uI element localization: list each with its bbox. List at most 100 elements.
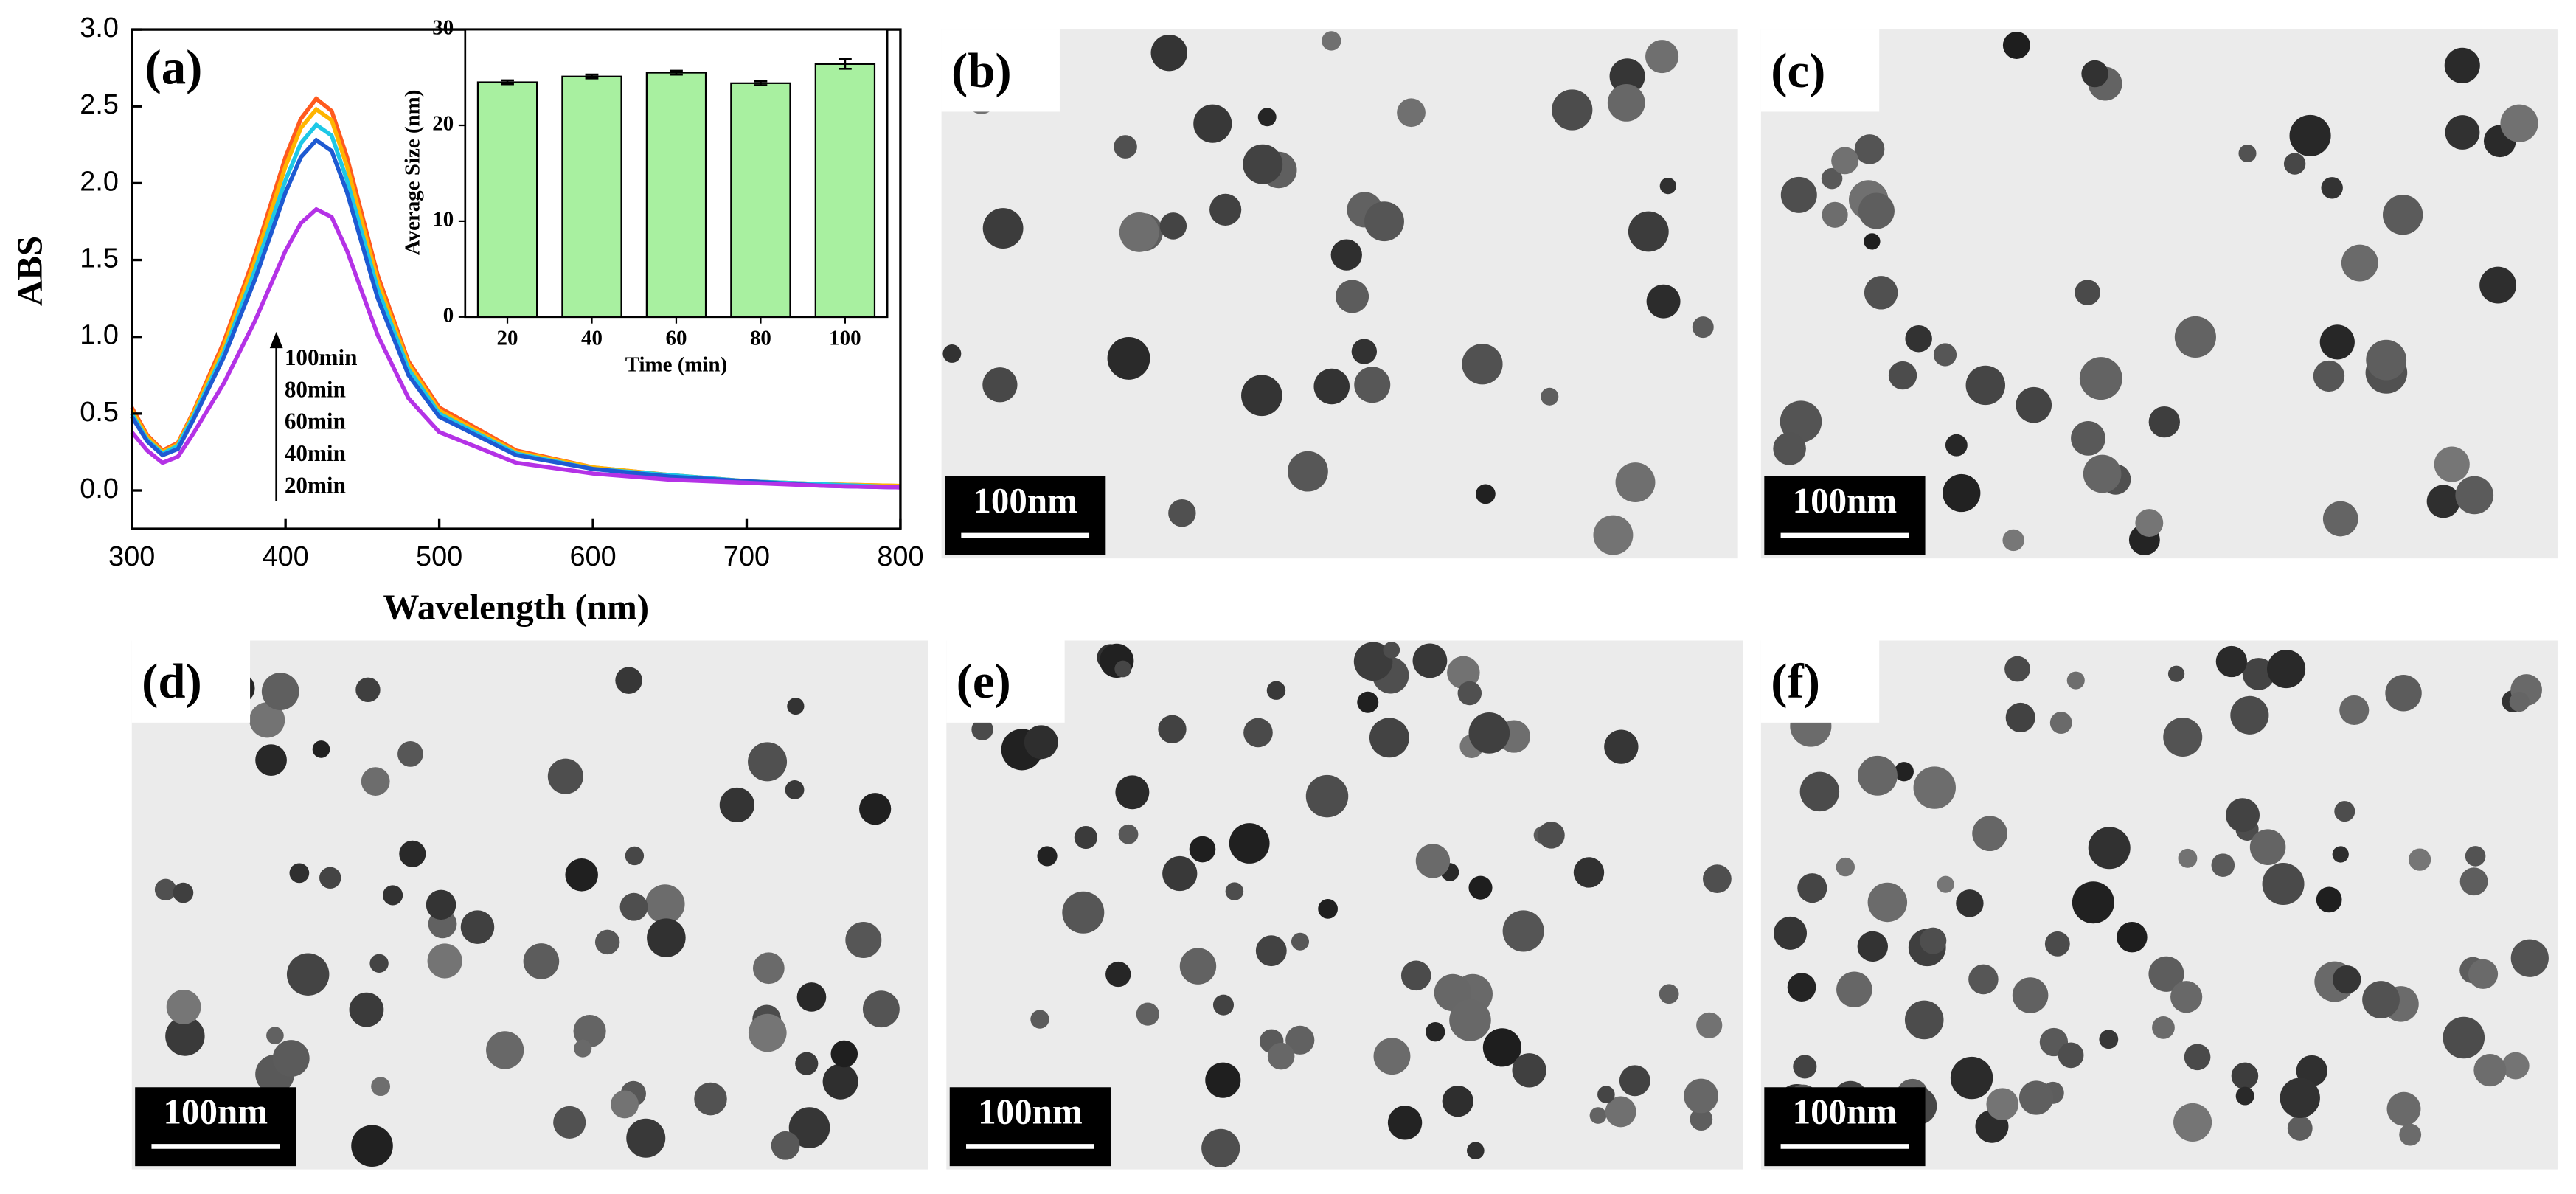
nanoparticle — [2319, 324, 2355, 360]
nanoparticle — [647, 918, 686, 957]
tem-image: (e) 100nm — [946, 640, 1743, 1170]
nanoparticle — [1659, 177, 1676, 195]
panel-label: (c) — [1771, 44, 1825, 98]
tem-image: (b) 100nm — [941, 29, 1738, 559]
nanoparticle — [1945, 434, 1968, 457]
x-tick-label: 400 — [263, 541, 309, 572]
nanoparticle — [266, 1027, 284, 1044]
nanoparticle — [2002, 529, 2024, 552]
nanoparticle — [361, 767, 390, 796]
nanoparticle — [788, 1107, 830, 1148]
nanoparticle — [748, 1013, 787, 1052]
nanoparticle — [748, 742, 788, 782]
nanoparticle — [1684, 1078, 1718, 1114]
nanoparticle — [286, 953, 330, 996]
scale-bar-box — [1764, 1087, 1926, 1167]
x-tick-label: 80 — [750, 327, 771, 350]
bar — [814, 63, 876, 318]
nanoparticle — [319, 867, 341, 889]
error-bar — [838, 58, 852, 70]
nanoparticle — [1502, 910, 1544, 952]
nanoparticle — [427, 943, 462, 979]
nanoparticle — [154, 878, 177, 901]
nanoparticle — [1193, 104, 1232, 143]
legend-label: 100min — [285, 344, 358, 370]
y-tick-label: 30 — [432, 16, 454, 40]
nanoparticle — [1831, 147, 1859, 175]
x-tick-label: 300 — [108, 541, 155, 572]
y-tick-label: 1.0 — [80, 320, 119, 351]
nanoparticle — [1615, 462, 1656, 503]
nanoparticle — [349, 992, 384, 1027]
nanoparticle — [2332, 846, 2349, 863]
nanoparticle — [2173, 1103, 2212, 1142]
nanoparticle — [1476, 484, 1496, 504]
nanoparticle — [1797, 873, 1827, 903]
nanoparticle — [2081, 60, 2108, 88]
x-tick-label: 100 — [829, 327, 861, 350]
nanoparticle — [795, 1052, 819, 1075]
y-tick-label: 0.0 — [80, 473, 119, 504]
nanoparticle — [942, 344, 962, 363]
nanoparticle — [1118, 824, 1139, 844]
nanoparticle — [1241, 375, 1282, 417]
nanoparticle — [694, 1082, 727, 1116]
nanoparticle — [1787, 973, 1816, 1002]
nanoparticle — [573, 1015, 606, 1048]
nanoparticle — [1854, 134, 1885, 164]
y-tick-label: 1.5 — [80, 243, 119, 274]
nanoparticle — [1703, 864, 1732, 894]
nanoparticle — [1904, 1000, 1944, 1040]
nanoparticle — [785, 780, 805, 799]
nanoparticle — [1357, 691, 1379, 713]
nanoparticle — [1266, 681, 1286, 700]
nanoparticle — [2333, 965, 2361, 994]
nanoparticle — [312, 740, 330, 758]
nanoparticle — [1467, 1142, 1485, 1160]
nanoparticle — [1136, 1002, 1159, 1026]
nanoparticle — [1956, 889, 1984, 917]
nanoparticle — [371, 1077, 391, 1097]
nanoparticle — [1457, 681, 1482, 706]
scale-bar-box — [1764, 476, 1926, 555]
nanoparticle — [1291, 932, 1310, 951]
nanoparticle — [1024, 725, 1058, 760]
nanoparticle — [2502, 1052, 2530, 1080]
nanoparticle — [1243, 144, 1283, 184]
nanoparticle — [1313, 368, 1350, 405]
nanoparticle — [2399, 1123, 2422, 1146]
x-tick-label: 500 — [416, 541, 462, 572]
nanoparticle — [553, 1106, 586, 1139]
spectrum-line — [130, 137, 900, 490]
error-bar — [501, 79, 514, 86]
bar — [645, 72, 707, 318]
nanoparticle — [1773, 432, 1806, 465]
nanoparticle — [1512, 1053, 1546, 1088]
nanoparticle — [1933, 343, 1957, 367]
nanoparticle — [2230, 695, 2269, 735]
y-axis-label: ABS — [9, 236, 49, 306]
legend-arrowhead — [269, 331, 283, 349]
nanoparticle — [1105, 961, 1131, 988]
nanoparticle — [615, 667, 642, 694]
nanoparticle — [1305, 774, 1349, 818]
nanoparticle — [2262, 863, 2305, 906]
x-axis-label: Wavelength (nm) — [383, 587, 650, 628]
nanoparticle — [1552, 89, 1593, 131]
nanoparticle — [2289, 114, 2331, 157]
nanoparticle — [1288, 451, 1328, 492]
nanoparticle — [255, 744, 287, 777]
panel-label: (b) — [951, 44, 1012, 98]
nanoparticle — [2018, 1080, 2054, 1115]
scale-bar-label: 100nm — [1793, 480, 1898, 521]
nanoparticle — [2152, 1016, 2175, 1039]
nanoparticle — [1449, 999, 1491, 1041]
nanoparticle — [1538, 822, 1565, 849]
nanoparticle — [2174, 316, 2216, 358]
nanoparticle — [1867, 882, 1908, 923]
y-tick-label: 10 — [432, 208, 454, 232]
nanoparticle — [272, 1040, 310, 1077]
nanoparticle — [1913, 766, 1956, 809]
bar — [730, 82, 791, 318]
